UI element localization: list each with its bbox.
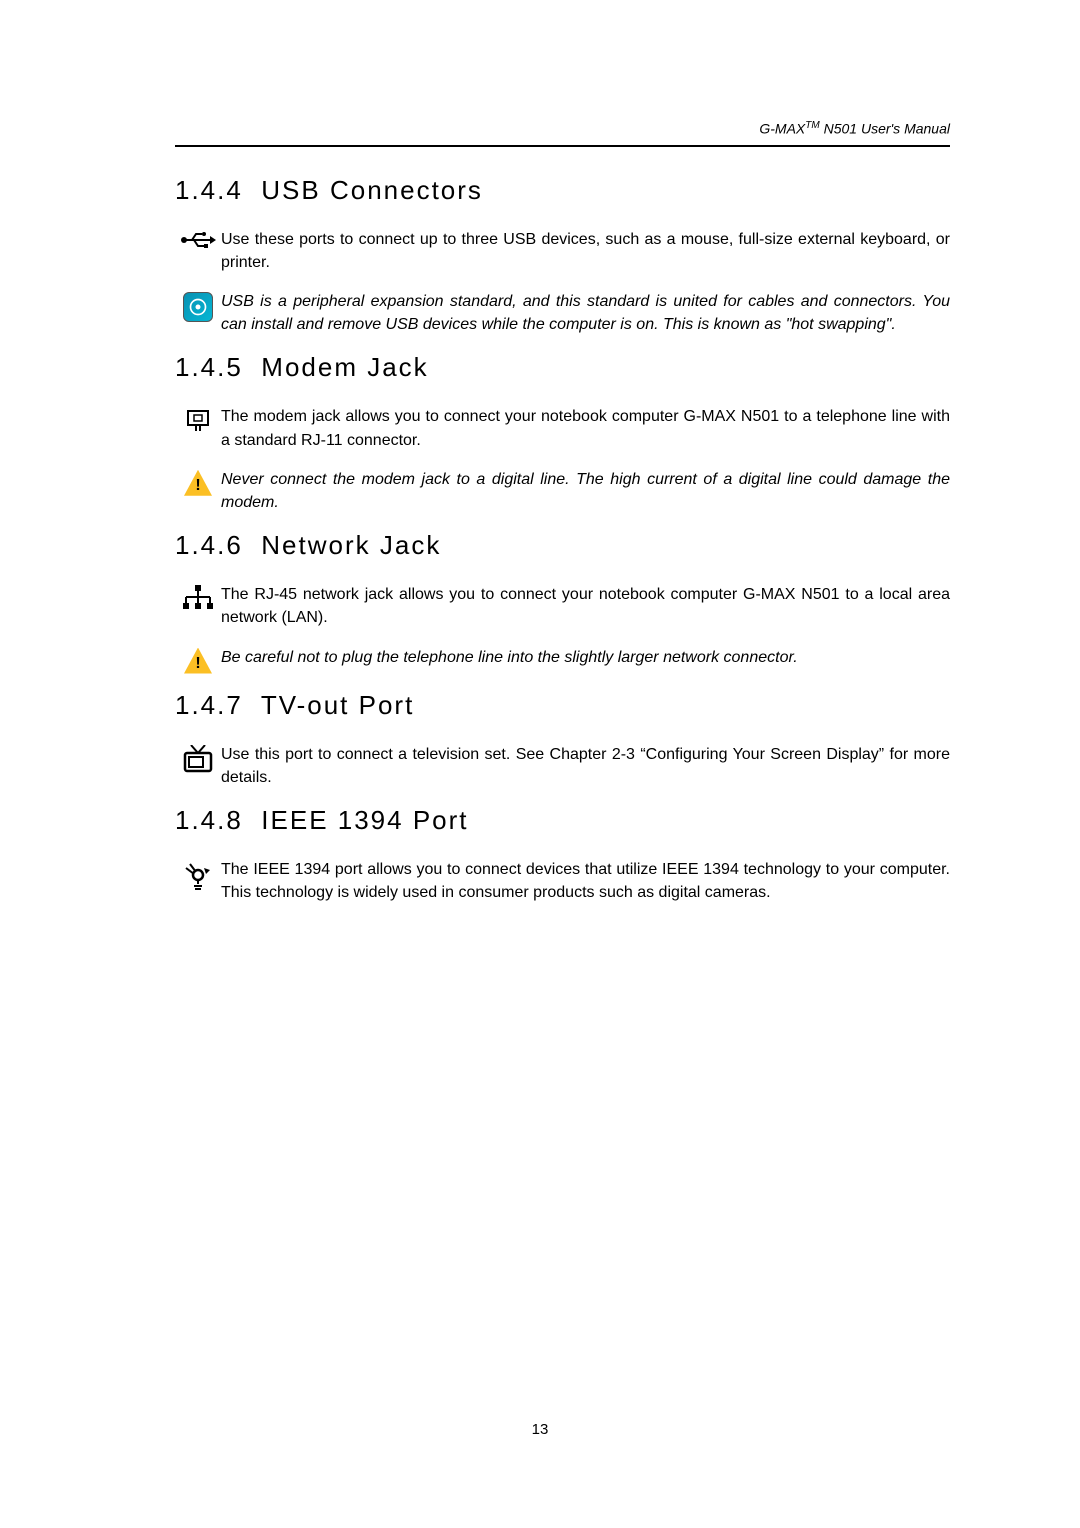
warning-icon [175, 646, 221, 674]
header-manual-title: G-MAXTM N501 User's Manual [175, 120, 950, 137]
usb-note-text: USB is a peripheral expansion standard, … [221, 290, 950, 336]
usb-body-text: Use these ports to connect up to three U… [221, 228, 950, 274]
heading-ieee1394-port: 1.4.8 IEEE 1394 Port [175, 805, 950, 836]
usb-icon [175, 228, 221, 250]
ieee1394-body-text: The IEEE 1394 port allows you to connect… [221, 858, 950, 904]
heading-usb-connectors: 1.4.4 USB Connectors [175, 175, 950, 206]
header-rule [175, 145, 950, 147]
modem-note-text: Never connect the modem jack to a digita… [221, 468, 950, 514]
header-trademark: TM [805, 120, 819, 131]
tv-icon [175, 743, 221, 773]
heading-network-jack: 1.4.6 Network Jack [175, 530, 950, 561]
tvout-body-text: Use this port to connect a television se… [221, 743, 950, 789]
info-icon [175, 290, 221, 322]
network-jack-icon [175, 583, 221, 609]
modem-body-text: The modem jack allows you to connect you… [221, 405, 950, 451]
network-body-text: The RJ-45 network jack allows you to con… [221, 583, 950, 629]
heading-modem-jack: 1.4.5 Modem Jack [175, 352, 950, 383]
header-model-suffix: N501 User's Manual [824, 121, 950, 137]
heading-tvout-port: 1.4.7 TV-out Port [175, 690, 950, 721]
page-number: 13 [0, 1421, 1080, 1438]
modem-jack-icon [175, 405, 221, 435]
ieee1394-icon [175, 858, 221, 890]
network-note-text: Be careful not to plug the telephone lin… [221, 646, 950, 669]
warning-icon [175, 468, 221, 496]
header-brand: G-MAX [759, 121, 805, 137]
